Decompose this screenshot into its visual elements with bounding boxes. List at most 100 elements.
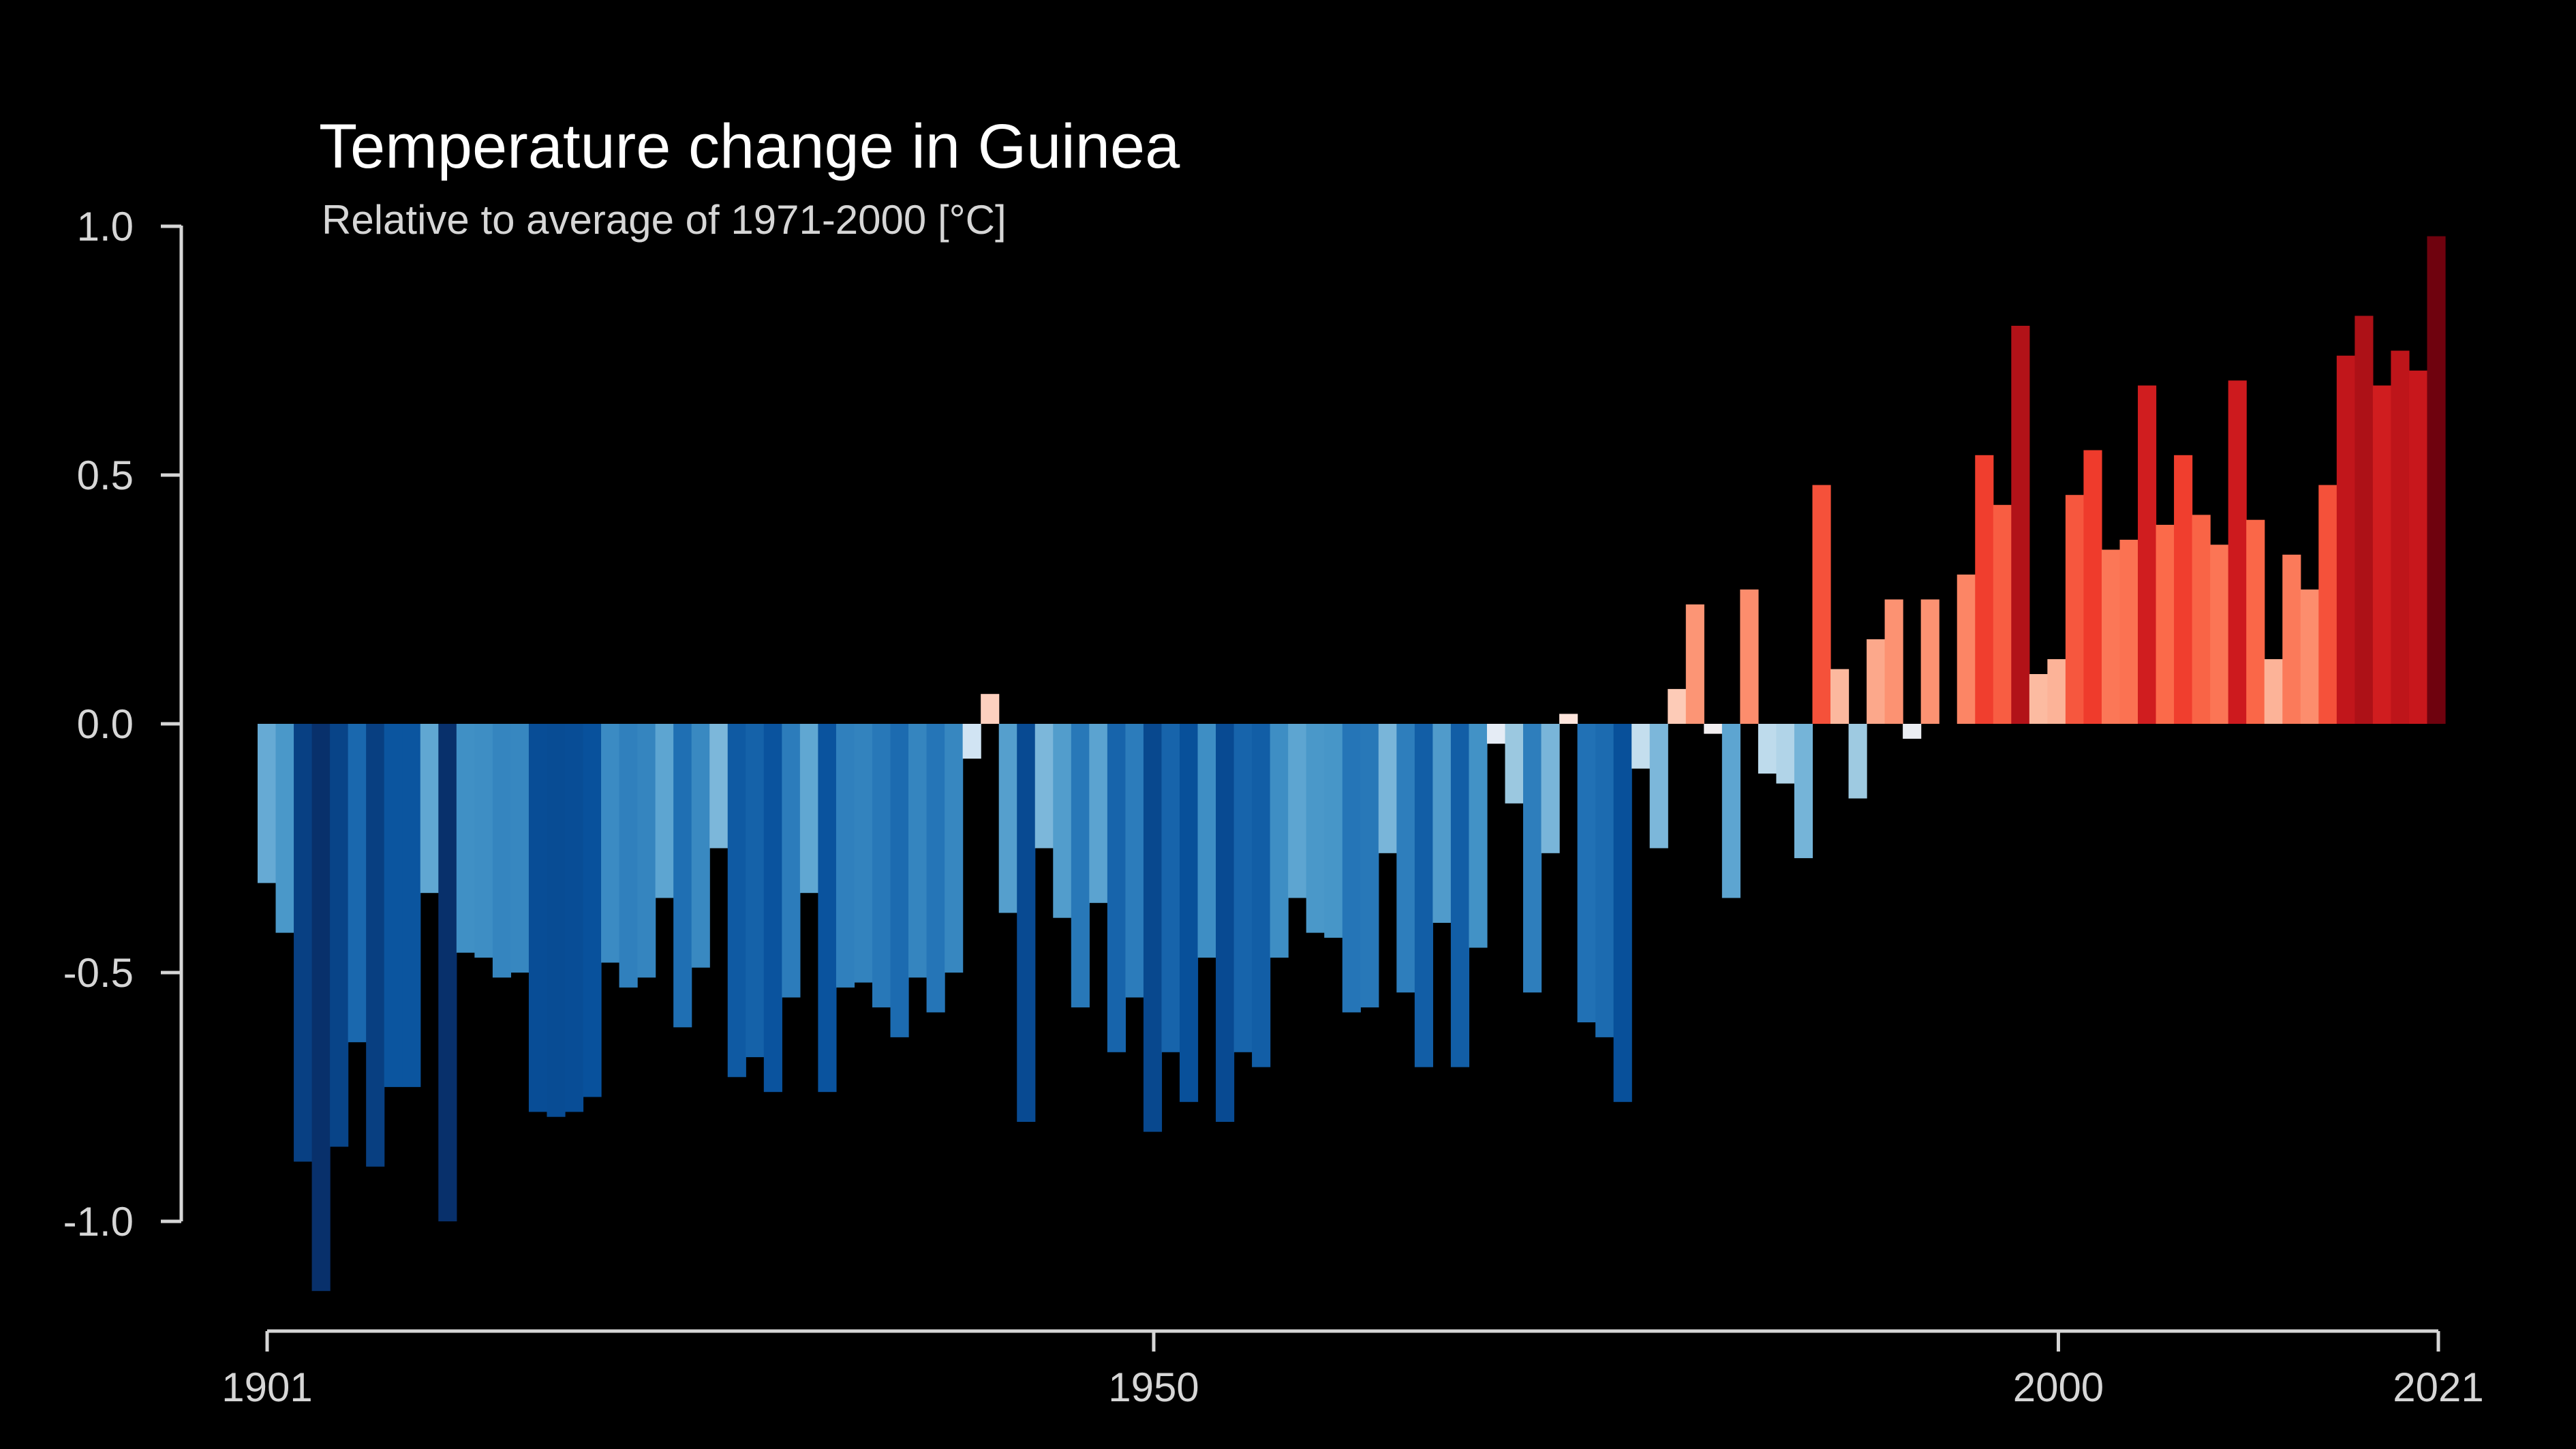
- bar-1973: [1559, 714, 1578, 724]
- bar-1989: [1848, 724, 1867, 799]
- bar-1930: [782, 724, 801, 998]
- bar-1920: [601, 724, 620, 963]
- bar-2017: [2355, 316, 2374, 724]
- bar-1910: [420, 724, 439, 894]
- bar-1958: [1288, 724, 1307, 898]
- bar-1959: [1306, 724, 1325, 933]
- bar-1964: [1396, 724, 1415, 993]
- bar-1904: [311, 724, 331, 1292]
- bar-1911: [438, 724, 457, 1221]
- bar-1967: [1450, 724, 1470, 1067]
- bar-2011: [2246, 519, 2265, 724]
- bar-2013: [2282, 554, 2301, 724]
- bar-2005: [2138, 385, 2157, 724]
- bar-1908: [384, 724, 403, 1087]
- bar-1913: [474, 724, 493, 958]
- y-tick-label: 0.5: [77, 453, 134, 498]
- bar-1961: [1342, 724, 1361, 1013]
- bar-2003: [2101, 549, 2121, 724]
- bar-1997: [1993, 504, 2012, 724]
- bar-1976: [1613, 724, 1632, 1102]
- bar-1988: [1830, 669, 1850, 724]
- bar-2016: [2336, 355, 2355, 724]
- bar-1957: [1270, 724, 1289, 958]
- bar-2014: [2300, 589, 2319, 724]
- bar-1982: [1721, 724, 1741, 898]
- bar-1968: [1469, 724, 1488, 948]
- x-tick-label: 2000: [2013, 1364, 2104, 1410]
- bar-1993: [1920, 599, 1939, 724]
- bar-1962: [1360, 724, 1379, 1008]
- bar-1951: [1161, 724, 1180, 1052]
- bar-1965: [1414, 724, 1433, 1067]
- bar-1998: [2011, 326, 2030, 724]
- x-axis: 1901 1950 2000 2021: [221, 1329, 2484, 1410]
- chart-subtitle: Relative to average of 1971-2000 [°C]: [322, 197, 1007, 243]
- bar-1917: [547, 724, 566, 1117]
- x-tick-label: 2021: [2393, 1364, 2483, 1410]
- bar-2019: [2391, 350, 2410, 724]
- chart-title: Temperature change in Guinea: [319, 112, 1180, 181]
- bar-1924: [673, 724, 692, 1028]
- bar-2000: [2047, 659, 2066, 724]
- bar-1950: [1143, 724, 1163, 1132]
- bar-1987: [1812, 485, 1831, 724]
- x-tick-label: 1901: [221, 1364, 312, 1410]
- bar-1960: [1324, 724, 1343, 938]
- bar-1926: [709, 724, 729, 849]
- bar-1914: [492, 724, 512, 978]
- bar-1931: [799, 724, 818, 894]
- bar-1922: [637, 724, 656, 978]
- bar-2020: [2408, 370, 2428, 724]
- bar-1925: [691, 724, 710, 968]
- bar-2018: [2372, 385, 2392, 724]
- bar-1933: [835, 724, 855, 988]
- bar-1963: [1378, 724, 1397, 853]
- y-tick-label: 0.0: [77, 701, 134, 747]
- bar-1952: [1179, 724, 1199, 1102]
- bar-1905: [330, 724, 349, 1147]
- bar-1999: [2029, 674, 2048, 724]
- bar-2004: [2119, 539, 2138, 724]
- bar-1921: [619, 724, 638, 988]
- bar-1938: [926, 724, 945, 1013]
- bar-2001: [2065, 495, 2085, 724]
- bar-1935: [872, 724, 891, 1008]
- bar-1956: [1252, 724, 1271, 1067]
- bar-1991: [1884, 599, 1903, 724]
- bar-1978: [1649, 724, 1668, 849]
- bar-1934: [854, 724, 873, 983]
- bar-2021: [2427, 236, 2446, 724]
- bar-1979: [1668, 688, 1687, 724]
- bar-1907: [366, 724, 385, 1167]
- bar-2009: [2210, 545, 2229, 724]
- bar-1902: [275, 724, 294, 933]
- bar-1912: [456, 724, 475, 953]
- x-tick-label: 1950: [1108, 1364, 1199, 1410]
- bar-1939: [945, 724, 964, 973]
- bar-1906: [348, 724, 367, 1043]
- bar-1923: [655, 724, 674, 898]
- bar-1969: [1486, 724, 1506, 744]
- y-axis: 1.0 0.5 0.0 -0.5 -1.0: [63, 204, 183, 1245]
- y-tick-label: -1.0: [63, 1199, 134, 1245]
- bar-1954: [1216, 724, 1235, 1122]
- bar-1996: [1975, 455, 1994, 724]
- bar-1947: [1089, 724, 1108, 903]
- bar-1945: [1053, 724, 1072, 918]
- bar-2006: [2156, 525, 2175, 724]
- bar-1948: [1107, 724, 1126, 1052]
- y-tick-label: 1.0: [77, 204, 134, 249]
- bar-1970: [1505, 724, 1524, 804]
- bar-1937: [908, 724, 927, 978]
- bar-1915: [510, 724, 530, 973]
- bar-1981: [1704, 724, 1723, 734]
- bar-2007: [2174, 455, 2193, 724]
- bar-1901: [258, 724, 277, 883]
- bar-1929: [763, 724, 782, 1093]
- bar-1918: [564, 724, 584, 1112]
- y-tick-label: -0.5: [63, 950, 134, 996]
- bar-1984: [1758, 724, 1777, 774]
- bar-1919: [583, 724, 602, 1097]
